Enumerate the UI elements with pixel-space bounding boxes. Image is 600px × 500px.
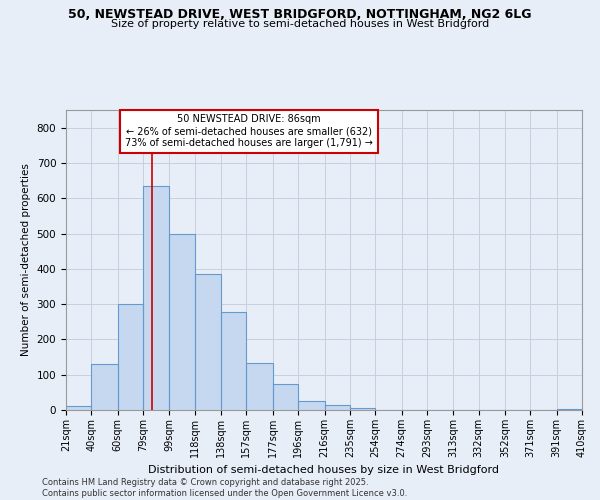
Y-axis label: Number of semi-detached properties: Number of semi-detached properties [21,164,31,356]
Text: Size of property relative to semi-detached houses in West Bridgford: Size of property relative to semi-detach… [111,19,489,29]
Text: Contains HM Land Registry data © Crown copyright and database right 2025.
Contai: Contains HM Land Registry data © Crown c… [42,478,407,498]
Text: 50 NEWSTEAD DRIVE: 86sqm
← 26% of semi-detached houses are smaller (632)
73% of : 50 NEWSTEAD DRIVE: 86sqm ← 26% of semi-d… [125,114,373,148]
X-axis label: Distribution of semi-detached houses by size in West Bridgford: Distribution of semi-detached houses by … [149,466,499,475]
Text: 50, NEWSTEAD DRIVE, WEST BRIDGFORD, NOTTINGHAM, NG2 6LG: 50, NEWSTEAD DRIVE, WEST BRIDGFORD, NOTT… [68,8,532,20]
